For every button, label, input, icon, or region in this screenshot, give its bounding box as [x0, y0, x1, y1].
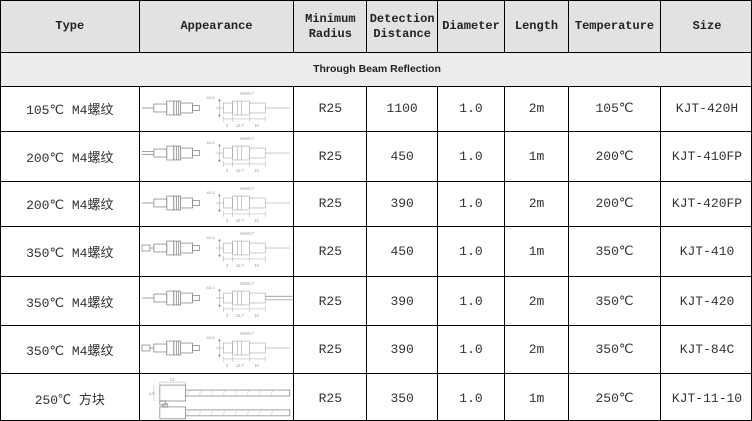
svg-text:3: 3: [226, 168, 229, 173]
svg-text:M2.6: M2.6: [206, 336, 214, 340]
svg-text:12.7: 12.7: [235, 218, 244, 223]
svg-text:12.7: 12.7: [235, 123, 244, 128]
svg-text:10: 10: [254, 313, 259, 318]
svg-text:M4x0.7: M4x0.7: [240, 91, 254, 96]
svg-text:M2.6: M2.6: [206, 236, 214, 240]
svg-text:12.7: 12.7: [235, 263, 244, 268]
svg-text:10: 10: [254, 123, 259, 128]
svg-text:M4x0.7: M4x0.7: [240, 231, 254, 236]
svg-text:10: 10: [254, 263, 259, 268]
svg-text:M2.6: M2.6: [206, 96, 214, 100]
svg-text:3: 3: [226, 313, 229, 318]
svg-text:12.7: 12.7: [235, 168, 244, 173]
svg-text:3: 3: [226, 263, 229, 268]
svg-text:12.7: 12.7: [235, 363, 244, 368]
svg-text:M2.6: M2.6: [206, 141, 214, 145]
svg-text:M4x0.7: M4x0.7: [240, 136, 254, 141]
svg-text:1.5: 1.5: [149, 391, 155, 396]
svg-text:3: 3: [226, 218, 229, 223]
svg-text:M2.6: M2.6: [206, 286, 214, 290]
svg-text:10: 10: [254, 168, 259, 173]
svg-text:12.7: 12.7: [235, 313, 244, 318]
svg-text:10: 10: [254, 363, 259, 368]
svg-text:M4x0.7: M4x0.7: [240, 186, 254, 191]
svg-text:M4x0.7: M4x0.7: [240, 281, 254, 286]
svg-text:M2.6: M2.6: [206, 191, 214, 195]
svg-text:10: 10: [254, 218, 259, 223]
svg-text:3: 3: [226, 363, 229, 368]
svg-text:3: 3: [226, 123, 229, 128]
svg-text:13: 13: [169, 377, 174, 382]
svg-text:M4x0.7: M4x0.7: [240, 331, 254, 336]
